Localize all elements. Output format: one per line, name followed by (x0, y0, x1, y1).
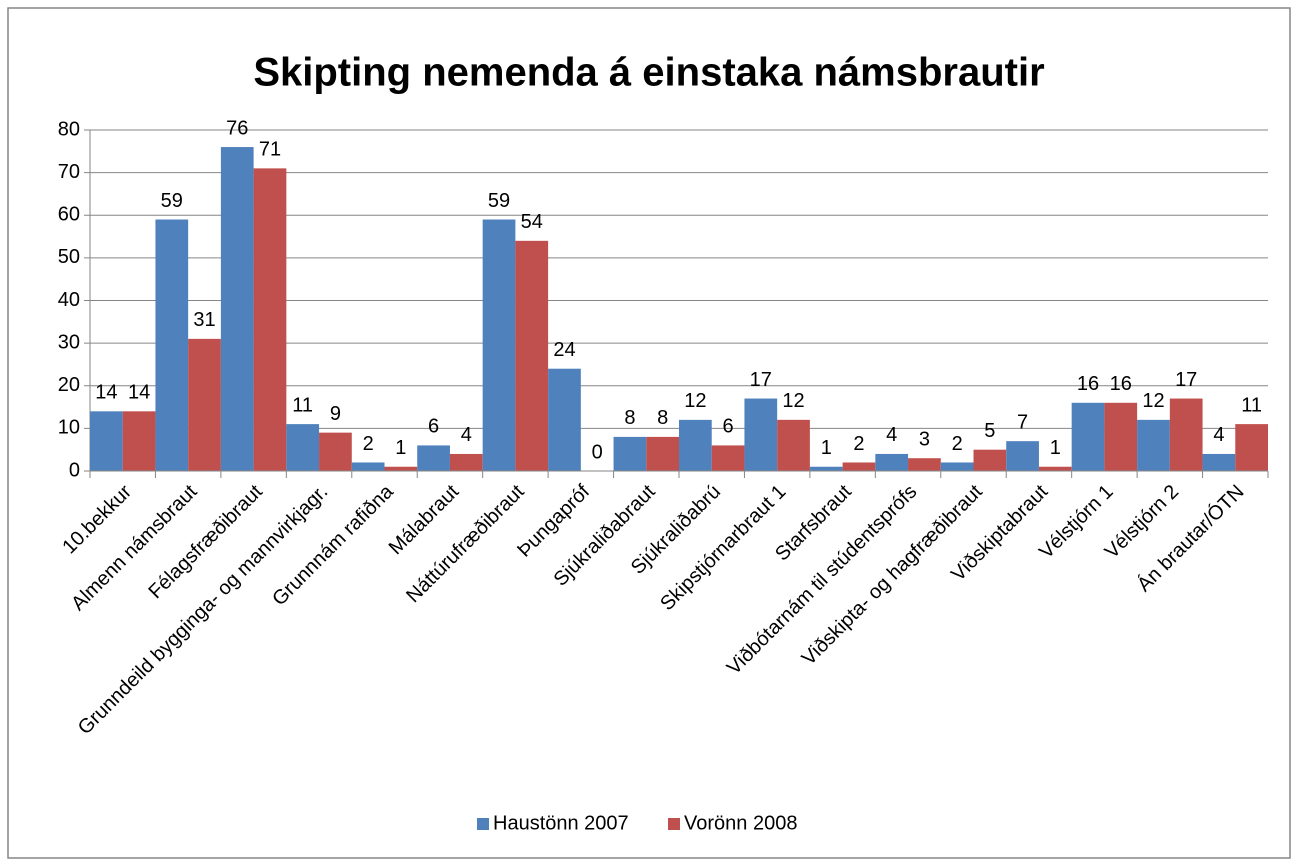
data-label: 54 (521, 211, 543, 233)
bar (286, 424, 320, 471)
bar (90, 411, 123, 471)
bar (1038, 466, 1072, 471)
data-label: 1 (395, 437, 406, 459)
bar (908, 458, 941, 471)
data-label: 2 (952, 433, 963, 455)
bar (1169, 398, 1203, 471)
data-label: 11 (1241, 394, 1262, 416)
data-label: 8 (624, 407, 635, 429)
bar (319, 432, 352, 471)
data-label: 17 (750, 369, 772, 391)
bar (449, 453, 483, 471)
data-label: 0 (592, 441, 603, 463)
data-label: 12 (1142, 390, 1164, 412)
bar (515, 240, 549, 471)
data-label: 1 (821, 437, 832, 459)
data-label: 14 (95, 382, 117, 404)
data-label: 17 (1175, 369, 1197, 391)
bar (679, 419, 712, 471)
y-tick-label: 60 (58, 204, 80, 226)
data-label: 16 (1110, 373, 1132, 395)
bar (744, 398, 778, 471)
y-tick-label: 80 (58, 118, 80, 140)
data-label: 14 (128, 382, 150, 404)
data-label: 4 (1213, 424, 1224, 446)
data-label: 12 (684, 390, 706, 412)
legend-swatch (477, 818, 489, 830)
data-label: 8 (657, 407, 668, 429)
y-tick-label: 40 (58, 289, 80, 311)
chart-title: Skipting nemenda á einstaka námsbrautir (253, 51, 1044, 95)
data-label: 2 (363, 433, 374, 455)
data-label: 24 (553, 339, 575, 361)
bar (1202, 453, 1236, 471)
data-label: 59 (488, 190, 510, 212)
y-tick-label: 70 (58, 161, 80, 183)
bar (548, 368, 581, 471)
bar (777, 419, 810, 471)
data-label: 71 (259, 139, 281, 161)
bar (155, 219, 189, 471)
bar (1137, 419, 1170, 471)
data-label: 76 (226, 117, 248, 139)
data-label: 6 (723, 416, 734, 438)
bar (122, 411, 156, 471)
bar (613, 436, 647, 471)
bar (1235, 424, 1268, 471)
data-label: 59 (161, 190, 183, 212)
y-tick-label: 30 (58, 331, 80, 353)
bar (1006, 441, 1039, 471)
bar (875, 453, 909, 471)
data-label: 9 (330, 403, 341, 425)
data-label: 31 (193, 309, 215, 331)
legend-label: Haustönn 2007 (493, 812, 629, 834)
data-label: 3 (919, 428, 930, 450)
legend-swatch (668, 818, 680, 830)
data-label: 7 (1017, 411, 1028, 433)
y-tick-label: 10 (58, 417, 80, 439)
bar (220, 147, 254, 472)
bar (973, 449, 1007, 471)
data-label: 1 (1050, 437, 1061, 459)
data-label: 6 (428, 416, 439, 438)
bar (417, 445, 450, 471)
y-tick-label: 50 (58, 246, 80, 268)
data-label: 11 (292, 394, 313, 416)
bar (1104, 402, 1138, 471)
bar (482, 219, 516, 471)
y-tick-label: 20 (58, 374, 80, 396)
bar (1071, 402, 1105, 471)
bar (940, 462, 974, 471)
bar (646, 436, 679, 471)
legend-label: Vorönn 2008 (684, 812, 797, 834)
y-tick-label: 0 (69, 459, 80, 481)
data-label: 4 (886, 424, 897, 446)
bar (842, 462, 876, 471)
bar (253, 168, 287, 472)
data-label: 12 (782, 390, 804, 412)
data-label: 2 (853, 433, 864, 455)
data-label: 16 (1077, 373, 1099, 395)
bar (809, 466, 843, 471)
data-label: 5 (984, 420, 995, 442)
bar (384, 466, 418, 471)
bar (351, 462, 385, 471)
data-label: 4 (461, 424, 472, 446)
bar (711, 445, 745, 471)
bar (188, 338, 221, 471)
